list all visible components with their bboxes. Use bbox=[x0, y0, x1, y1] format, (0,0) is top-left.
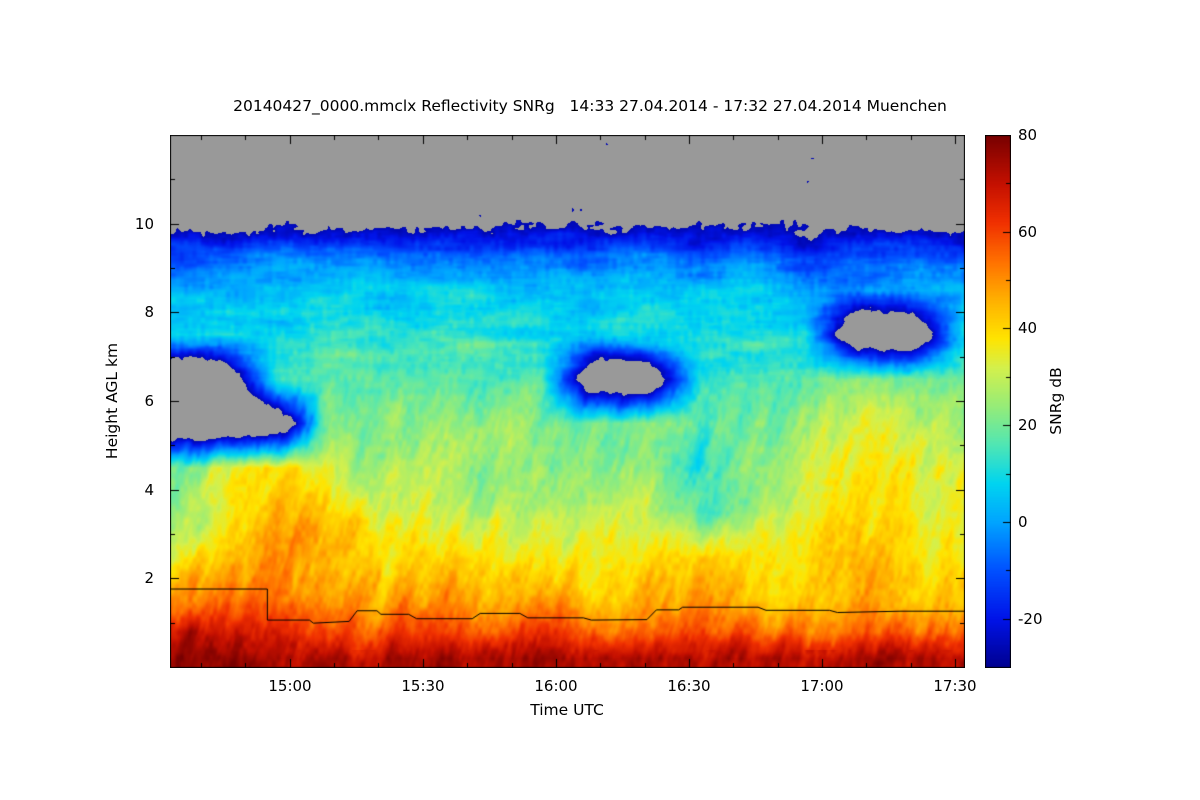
colorbar-canvas bbox=[985, 135, 1011, 668]
colorbar-tick-label: 60 bbox=[1018, 223, 1038, 241]
y-tick-label: 6 bbox=[144, 392, 154, 410]
colorbar-tick-label: 0 bbox=[1018, 513, 1028, 531]
x-tick-label: 17:30 bbox=[933, 677, 977, 695]
colorbar-tick-label: 20 bbox=[1018, 416, 1038, 434]
colorbar-tick-label: 40 bbox=[1018, 319, 1038, 337]
x-axis-label: Time UTC bbox=[530, 701, 604, 719]
heatmap-canvas bbox=[170, 135, 965, 668]
y-tick-label: 4 bbox=[144, 481, 154, 499]
x-tick-label: 16:30 bbox=[667, 677, 711, 695]
y-tick-label: 10 bbox=[134, 215, 154, 233]
y-tick-label: 8 bbox=[144, 303, 154, 321]
x-tick-label: 15:00 bbox=[268, 677, 312, 695]
x-tick-label: 17:00 bbox=[800, 677, 844, 695]
colorbar-tick-label: 80 bbox=[1018, 126, 1038, 144]
chart-title: 20140427_0000.mmclx Reflectivity SNRg 14… bbox=[233, 97, 947, 115]
colorbar-tick-label: -20 bbox=[1018, 610, 1043, 628]
x-tick-label: 16:00 bbox=[534, 677, 578, 695]
y-tick-label: 2 bbox=[144, 569, 154, 587]
x-tick-label: 15:30 bbox=[401, 677, 445, 695]
